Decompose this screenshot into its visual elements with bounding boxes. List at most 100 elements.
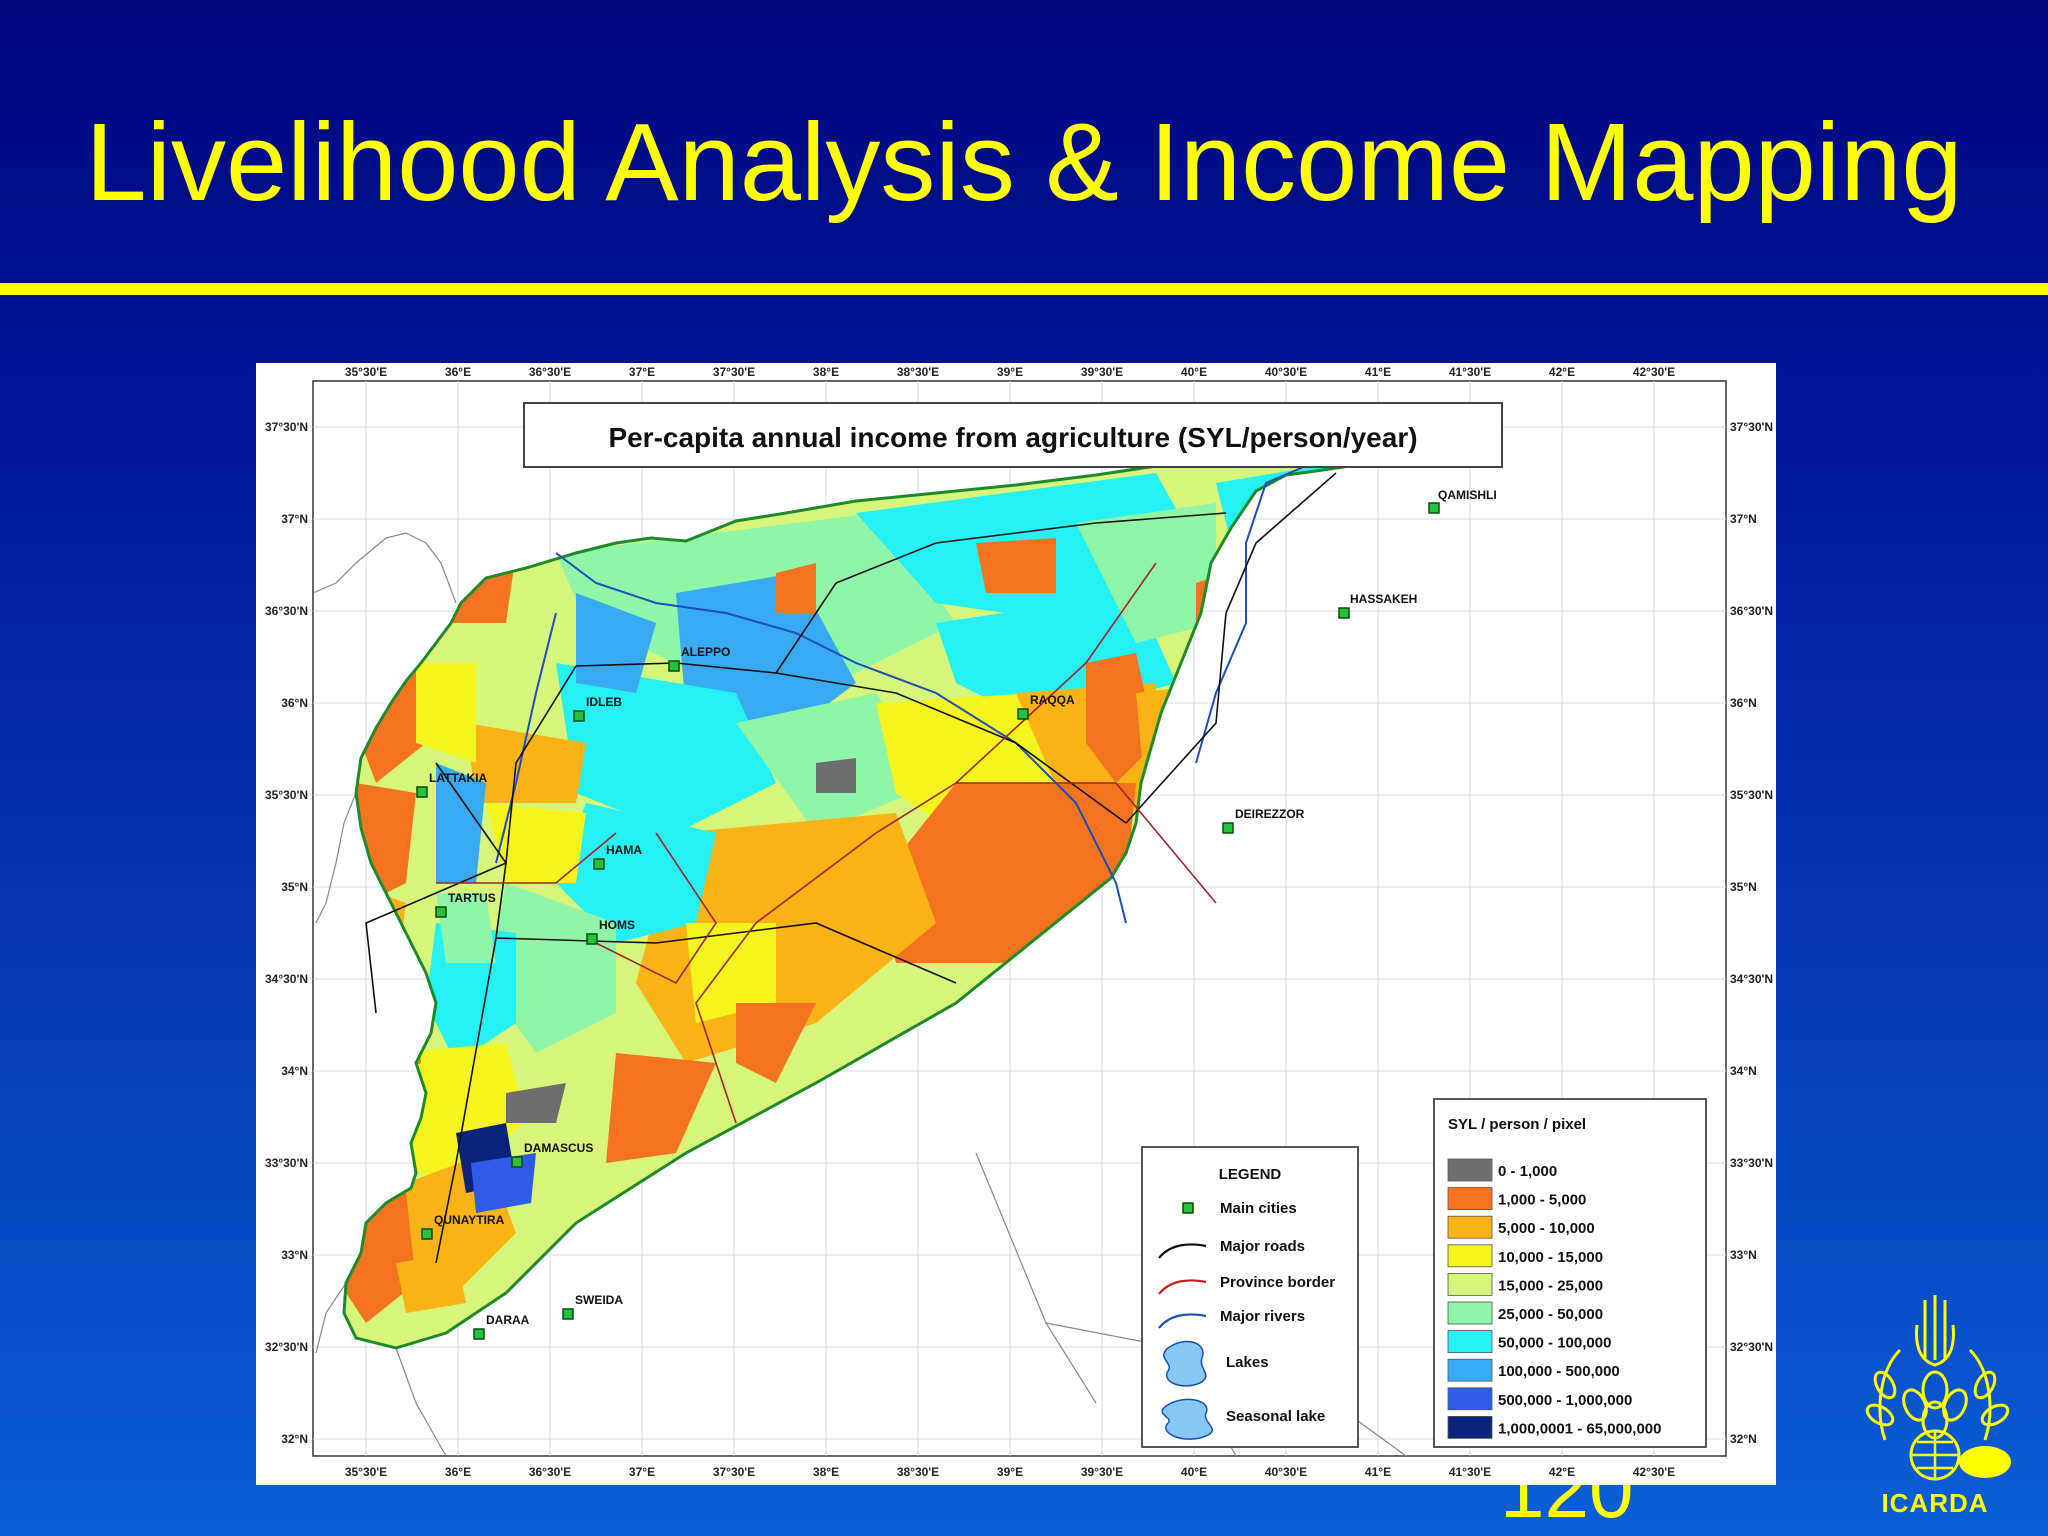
icarda-logo-icon [1865,1295,2011,1481]
scale-swatch [1447,1358,1493,1382]
scale-label: 10,000 - 15,000 [1498,1249,1603,1266]
city-hassakeh: HASSAKEH [1338,592,1417,619]
icarda-logo-text: ICARDA [1881,1488,1989,1518]
legend-item-major-roads: Major roads [1158,1238,1305,1259]
major-rivers [495,452,1337,924]
scale-class-8: 500,000 - 1,000,000 [1447,1387,1632,1411]
bottom-tick-label: 36°E [445,1465,471,1479]
right-tick-label: 35°30'N [1730,788,1773,802]
svg-text:DEIREZZOR: DEIREZZOR [1235,807,1305,821]
top-tick-label: 42°30'E [1633,365,1675,379]
svg-text:HOMS: HOMS [599,918,635,932]
top-tick-label: 40°E [1181,365,1207,379]
map-title: Per-capita annual income from agricultur… [608,422,1417,453]
top-tick-label: 40°30'E [1265,365,1307,379]
right-tick-label: 33°30'N [1730,1156,1773,1170]
svg-text:SWEIDA: SWEIDA [575,1293,623,1307]
income-scale-legend: SYL / person / pixel 0 - 1,000 1,000 - 5,… [1433,1098,1707,1448]
bottom-tick-label: 41°30'E [1449,1465,1491,1479]
legend-item-province-border: Province border [1158,1274,1335,1295]
left-tick-label: 36°N [281,696,308,710]
city-deirezzor: DEIREZZOR [1222,807,1305,834]
bottom-tick-label: 37°E [629,1465,655,1479]
scale-swatch [1447,1244,1493,1268]
city-aleppo: ALEPPO [668,645,730,672]
border-line-icon [1158,1279,1207,1295]
city-daraa: DARAA [473,1313,530,1340]
top-tick-label: 36°30'E [529,365,571,379]
svg-text:TARTUS: TARTUS [448,891,496,905]
scale-class-6: 50,000 - 100,000 [1447,1330,1611,1353]
major-roads [365,472,1337,1264]
scale-swatch [1447,1301,1493,1325]
bottom-tick-label: 35°30'E [345,1465,387,1479]
scale-class-1: 1,000 - 5,000 [1447,1187,1586,1210]
scale-label: 25,000 - 50,000 [1498,1306,1603,1323]
road-line-icon [1158,1243,1207,1259]
scale-swatch [1447,1330,1493,1353]
scale-label: 0 - 1,000 [1498,1163,1557,1180]
top-tick-label: 41°E [1365,365,1391,379]
city-tartus: TARTUS [435,891,496,918]
left-tick-label: 35°N [281,880,308,894]
svg-text:Major rivers: Major rivers [1220,1308,1305,1325]
legend-item-lakes: Lakes [1163,1340,1269,1387]
map-legend: LEGEND Main cities Major roads Province … [1141,1146,1359,1448]
right-tick-label: 37°30'N [1730,420,1773,434]
svg-text:Seasonal lake: Seasonal lake [1226,1408,1325,1425]
left-tick-label: 34°N [281,1064,308,1078]
svg-text:IDLEB: IDLEB [586,695,622,709]
left-tick-label: 35°30'N [265,788,308,802]
scale-class-0: 0 - 1,000 [1447,1158,1557,1182]
top-tick-label: 37°E [629,365,655,379]
scale-title: SYL / person / pixel [1448,1116,1586,1133]
scale-label: 50,000 - 100,000 [1498,1335,1611,1352]
city-homs: HOMS [586,918,635,945]
income-map: 35°30'E 36°E 36°30'E 37°E 37°30'E 38°E 3… [256,363,1776,1485]
svg-text:DARAA: DARAA [486,1313,530,1327]
left-tick-label: 33°30'N [265,1156,308,1170]
bottom-tick-label: 42°30'E [1633,1465,1675,1479]
top-tick-label: 38°30'E [897,365,939,379]
seasonal-lake-icon [1161,1398,1213,1440]
scale-label: 500,000 - 1,000,000 [1498,1392,1632,1409]
scale-swatch [1447,1158,1493,1182]
svg-text:LATTAKIA: LATTAKIA [429,771,488,785]
left-tick-label: 32°30'N [265,1340,308,1354]
bottom-tick-label: 37°30'E [713,1465,755,1479]
city-raqqa: RAQQA [1017,693,1075,720]
scale-class-2: 5,000 - 10,000 [1447,1215,1595,1239]
scale-label: 100,000 - 500,000 [1498,1363,1620,1380]
river-line-icon [1158,1313,1207,1329]
left-tick-label: 36°30'N [265,604,308,618]
city-marker-icon [1182,1202,1194,1214]
top-tick-label: 38°E [813,365,839,379]
title-underline [0,283,2048,295]
svg-text:QAMISHLI: QAMISHLI [1438,488,1497,502]
scale-label: 15,000 - 25,000 [1498,1277,1603,1294]
right-tick-label: 36°30'N [1730,604,1773,618]
svg-text:DAMASCUS: DAMASCUS [524,1141,593,1155]
right-tick-label: 37°N [1730,512,1757,526]
bottom-tick-label: 39°E [997,1465,1023,1479]
legend-title: LEGEND [1219,1166,1282,1183]
bottom-tick-label: 39°30'E [1081,1465,1123,1479]
right-tick-label: 32°N [1730,1432,1757,1446]
city-qunaytira: QUNAYTIRA [421,1213,505,1240]
scale-label: 1,000 - 5,000 [1498,1192,1586,1209]
scale-class-9: 1,000,0001 - 65,000,000 [1447,1416,1661,1439]
city-qamishli: QAMISHLI [1428,488,1497,514]
right-tick-label: 33°N [1730,1248,1757,1262]
city-hama: HAMA [593,843,642,870]
top-tick-label: 37°30'E [713,365,755,379]
top-tick-label: 41°30'E [1449,365,1491,379]
legend-item-main-cities: Main cities [1182,1200,1297,1217]
svg-text:Lakes: Lakes [1226,1354,1269,1371]
map-title-box [523,402,1503,468]
city-damascus: DAMASCUS [511,1141,593,1168]
top-tick-label: 36°E [445,365,471,379]
bottom-tick-label: 42°E [1549,1465,1575,1479]
legend-item-seasonal-lake: Seasonal lake [1161,1398,1325,1440]
scale-swatch [1447,1187,1493,1210]
scale-swatch [1447,1416,1493,1439]
